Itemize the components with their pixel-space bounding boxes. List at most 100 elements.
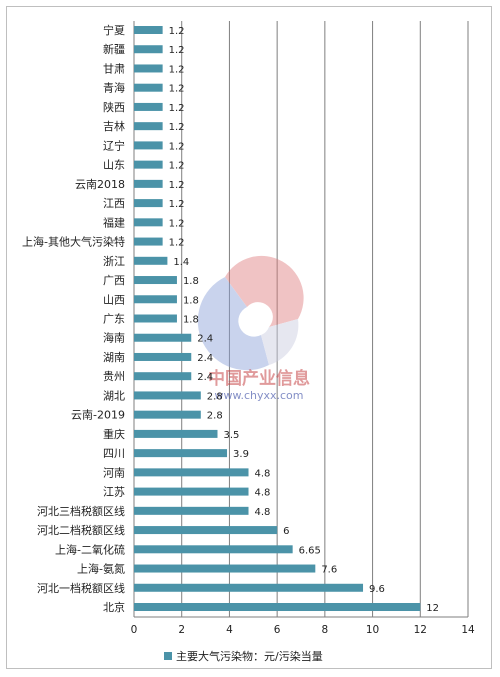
- bar: [134, 122, 163, 131]
- category-label: 云南-2019: [71, 409, 125, 422]
- bar: [134, 526, 278, 535]
- x-tick-label: 4: [226, 624, 233, 636]
- value-label: 4.8: [255, 488, 271, 499]
- bar: [134, 487, 249, 496]
- grid-lines: [181, 21, 469, 617]
- watermark: 中国产业信息 www.chyxx.com: [197, 255, 310, 402]
- bar: [134, 64, 163, 73]
- bar: [134, 468, 249, 477]
- bar: [134, 333, 192, 342]
- category-label: 广东: [103, 313, 125, 326]
- value-label: 6: [283, 526, 289, 537]
- category-label: 辽宁: [103, 138, 125, 152]
- bar: [134, 429, 218, 438]
- bar: [134, 545, 293, 554]
- category-label: 江西: [103, 197, 125, 210]
- bar: [134, 102, 163, 111]
- value-label: 1.2: [169, 161, 185, 172]
- category-label: 青海: [103, 81, 125, 95]
- legend-label: 主要大气污染物：元/污染当量: [176, 649, 323, 663]
- category-label: 海南: [103, 331, 125, 345]
- bar: [134, 141, 163, 150]
- bar: [134, 564, 316, 573]
- value-label: 2.8: [207, 391, 223, 402]
- value-label: 2.4: [197, 334, 213, 345]
- category-label: 重庆: [103, 427, 125, 441]
- value-label: 1.2: [169, 84, 185, 95]
- category-label: 新疆: [103, 42, 125, 56]
- x-tick-label: 2: [178, 624, 185, 636]
- category-label: 甘肃: [103, 62, 125, 75]
- bar: [134, 160, 163, 169]
- category-label: 陕西: [103, 100, 125, 114]
- bar: [134, 372, 192, 381]
- value-label: 2.8: [207, 411, 223, 422]
- bar: [134, 603, 421, 611]
- value-label: 1.2: [169, 26, 185, 37]
- value-label: 1.2: [169, 45, 185, 56]
- chart-frame: 中国产业信息 www.chyxx.com 0 2 4 6 8 10 12 14 宁夏 1.2 新疆…: [6, 6, 492, 669]
- value-label: 1.4: [173, 257, 189, 268]
- x-tick-label: 0: [131, 624, 138, 636]
- value-label: 1.2: [169, 141, 185, 152]
- category-label: 湖北: [103, 389, 125, 402]
- value-label: 6.65: [299, 545, 321, 556]
- axes: 0 2 4 6 8 10 12 14: [131, 21, 475, 636]
- value-label: 1.8: [183, 295, 199, 306]
- bar: [134, 276, 177, 285]
- category-label: 河北一档税额区线: [37, 581, 125, 595]
- value-label: 4.8: [255, 507, 271, 518]
- bar: [134, 199, 163, 208]
- value-label: 12: [426, 603, 439, 614]
- x-tick-label: 14: [461, 624, 475, 636]
- value-label: 1.2: [169, 199, 185, 210]
- legend-swatch: [164, 652, 172, 660]
- category-label: 上海-二氧化硫: [55, 542, 125, 556]
- category-label: 四川: [103, 447, 125, 460]
- category-label: 北京: [103, 600, 125, 614]
- category-label: 浙江: [103, 255, 125, 268]
- category-label: 上海-其他大气污染特: [22, 235, 125, 249]
- bar: [134, 449, 228, 458]
- value-label: 9.6: [369, 584, 385, 595]
- value-label: 1.2: [169, 180, 185, 191]
- value-label: 3.9: [233, 449, 249, 460]
- bar: [134, 295, 177, 304]
- bar: [134, 314, 177, 323]
- category-label: 贵州: [103, 370, 125, 383]
- bar: [134, 179, 163, 188]
- bar-chart: 中国产业信息 www.chyxx.com 0 2 4 6 8 10 12 14 宁夏 1.2 新疆…: [22, 21, 475, 663]
- bar: [134, 410, 201, 419]
- category-label: 广西: [103, 274, 125, 287]
- legend: 主要大气污染物：元/污染当量: [164, 649, 323, 663]
- watermark-url: www.chyxx.com: [214, 389, 303, 402]
- category-label: 福建: [103, 215, 125, 229]
- watermark-logo-icon: [197, 255, 304, 371]
- value-label: 4.8: [255, 468, 271, 479]
- value-label: 2.4: [197, 372, 213, 383]
- category-label: 上海-氨氮: [77, 562, 125, 576]
- value-label: 1.2: [169, 103, 185, 114]
- value-label: 7.6: [321, 565, 337, 576]
- category-label: 河南: [103, 466, 125, 479]
- category-label: 吉林: [103, 119, 125, 133]
- category-label: 山东: [103, 159, 125, 172]
- x-tick-label: 8: [322, 624, 329, 636]
- value-label: 2.4: [197, 353, 213, 364]
- value-label: 3.5: [224, 430, 240, 441]
- x-tick-label: 6: [274, 624, 281, 636]
- bar: [134, 352, 192, 361]
- bars: 宁夏 1.2 新疆 1.2 甘肃 1.2 青海 1.2 陕西 1.2 吉林 1.2 辽宁 1.2 山东 1.2…: [22, 23, 439, 614]
- bar: [134, 26, 163, 34]
- value-label: 1.8: [183, 315, 199, 326]
- value-label: 1.2: [169, 238, 185, 249]
- bar: [134, 45, 163, 54]
- bar: [134, 237, 163, 246]
- value-label: 1.8: [183, 276, 199, 287]
- bar: [134, 391, 201, 400]
- bar: [134, 583, 364, 592]
- bar: [134, 506, 249, 515]
- x-tick-label: 10: [366, 624, 379, 636]
- value-label: 1.2: [169, 64, 185, 75]
- value-label: 1.2: [169, 122, 185, 133]
